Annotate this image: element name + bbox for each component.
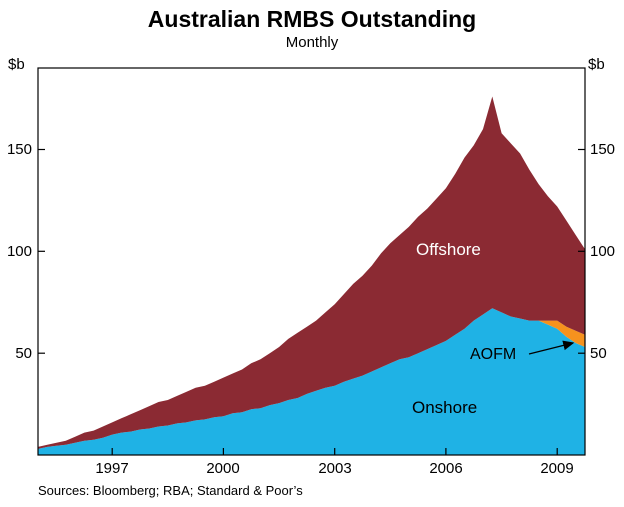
- plot-border: [37, 67, 586, 456]
- x-tick-label-2009: 2009: [540, 460, 574, 477]
- area-offshore: [38, 96, 585, 449]
- y-axis-unit-right: $b: [588, 56, 605, 73]
- aofm-annotation-arrow: [528, 340, 575, 355]
- chart-subtitle: Monthly: [285, 34, 339, 51]
- chart-title: Australian RMBS Outstanding: [147, 6, 477, 32]
- y-axis-unit-left: $b: [8, 56, 25, 73]
- y-tick-label-right-150: 150: [590, 141, 616, 158]
- series-label-offshore: Offshore: [416, 240, 481, 259]
- y-tick-label-left-50: 50: [15, 345, 32, 362]
- x-tick-label-2006: 2006: [429, 460, 463, 477]
- area-onshore: [38, 308, 585, 455]
- y-tick-label-left-100: 100: [6, 243, 32, 260]
- series-label-aofm: AOFM: [470, 346, 517, 363]
- series-label-onshore: Onshore: [412, 398, 478, 417]
- y-tick-label-left-150: 150: [6, 141, 32, 158]
- y-tick-label-right-100: 100: [590, 243, 616, 260]
- x-tick-label-2000: 2000: [206, 460, 240, 477]
- x-tick-label-1997: 1997: [95, 460, 129, 477]
- source-note: Sources: Bloomberg; RBA; Standard & Poor…: [38, 483, 303, 498]
- y-tick-label-right-50: 50: [590, 345, 607, 362]
- x-tick-label-2003: 2003: [318, 460, 352, 477]
